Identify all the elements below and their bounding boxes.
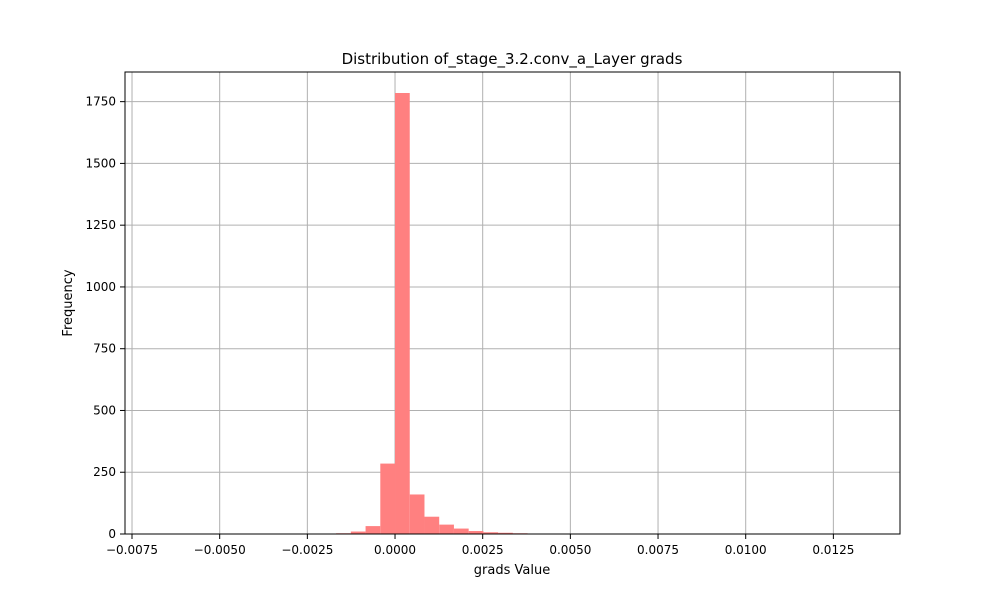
histogram-bar	[424, 517, 439, 534]
y-axis-label: Frequency	[61, 269, 76, 336]
y-tick-label: 1250	[85, 218, 116, 232]
x-tick-label: −0.0025	[281, 543, 333, 557]
histogram-bar	[380, 464, 395, 534]
chart-title: Distribution of_stage_3.2.conv_a_Layer g…	[342, 50, 683, 69]
histogram-bar	[395, 93, 410, 534]
x-tick-label: 0.0075	[637, 543, 679, 557]
y-tick-label: 1750	[85, 95, 116, 109]
x-tick-label: 0.0125	[812, 543, 854, 557]
y-tick-label: 750	[93, 342, 116, 356]
y-tick-label: 1000	[85, 280, 116, 294]
y-tick-label: 0	[108, 527, 116, 541]
x-tick-label: 0.0050	[549, 543, 591, 557]
histogram-bar	[366, 526, 381, 534]
x-tick-label: 0.0025	[462, 543, 504, 557]
histogram-bar	[410, 494, 425, 534]
y-tick-label: 250	[93, 465, 116, 479]
x-tick-label: 0.0100	[725, 543, 767, 557]
histogram-bar	[439, 525, 454, 534]
x-tick-label: −0.0075	[106, 543, 158, 557]
y-tick-label: 1500	[85, 156, 116, 170]
x-tick-label: 0.0000	[374, 543, 416, 557]
x-tick-label: −0.0050	[194, 543, 246, 557]
histogram-bar	[454, 529, 469, 534]
x-axis-label: grads Value	[474, 563, 550, 578]
y-tick-label: 500	[93, 403, 116, 417]
